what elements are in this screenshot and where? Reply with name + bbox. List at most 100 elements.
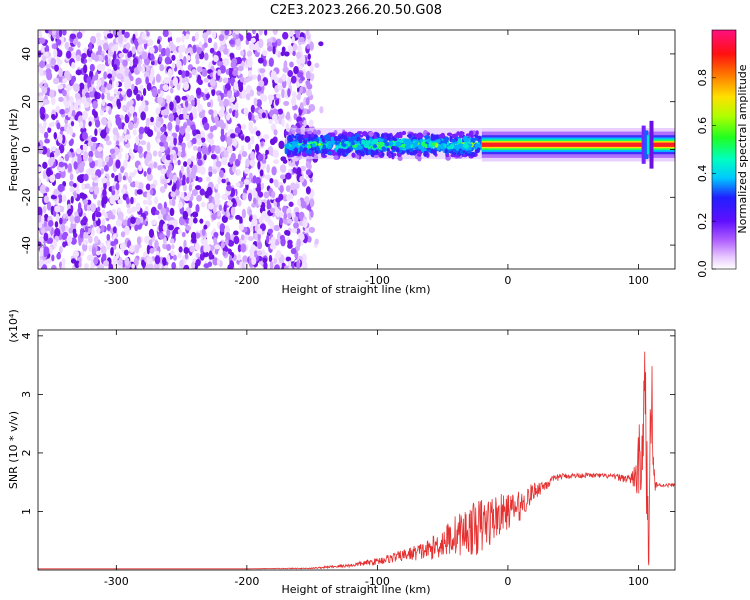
spectrogram-noise-mark [208, 250, 213, 260]
spectrogram-noise-mark [125, 134, 132, 140]
spectrogram-noise-mark [290, 96, 297, 107]
spectrogram-noise-mark [195, 53, 200, 61]
spectrogram-noise-mark [62, 30, 67, 36]
spectrogram-noise-mark [111, 189, 116, 196]
spectrogram-noise-mark [49, 156, 56, 163]
spectrogram-noise-mark [247, 56, 253, 63]
spectrogram-noise-mark [46, 168, 51, 176]
spectrogram-noise-mark [100, 224, 105, 233]
spectrogram-noise-mark [160, 47, 167, 57]
spectrogram-band-mark [395, 147, 400, 153]
spectrogram-noise-mark [111, 45, 116, 53]
spectrogram-noise-mark [213, 42, 218, 51]
spectrogram-noise-mark [258, 80, 265, 87]
spectrogram-noise-mark [95, 32, 102, 39]
spectrogram-noise-mark [217, 211, 221, 217]
spectrogram-y-tick-label: 20 [20, 95, 33, 109]
spectrogram-noise-mark [224, 227, 231, 233]
spectrogram-noise-mark [249, 251, 255, 259]
spectrogram-noise-mark [48, 219, 54, 227]
spectrogram-noise-mark [162, 257, 167, 266]
spectrogram-noise-mark [180, 191, 185, 200]
spectrogram-noise-mark [248, 172, 253, 180]
spectrogram-noise-mark [168, 113, 175, 122]
spectrogram-noise-mark [282, 205, 288, 214]
spectrogram-noise-mark [160, 134, 167, 143]
spectrogram-noise-mark [302, 218, 308, 229]
spectrogram-noise-mark [43, 220, 48, 228]
spectrogram-noise-mark [83, 173, 89, 182]
spectrogram-noise-mark [246, 32, 252, 42]
spectrogram-noise-mark [72, 250, 80, 258]
spectrogram-noise-mark [142, 88, 147, 97]
spectrogram-noise-mark [258, 38, 264, 49]
spectrogram-noise-mark [308, 119, 314, 127]
spectrogram-noise-mark [223, 88, 228, 95]
spectrogram-noise-mark [123, 31, 130, 39]
spectrogram-noise-mark [258, 30, 263, 36]
snr-x-tick-label: 0 [504, 575, 511, 588]
snr-x-axis-label: Height of straight line (km) [281, 583, 430, 596]
spectrogram-noise-mark [214, 198, 221, 206]
spectrogram-noise-mark [140, 111, 146, 121]
spectrogram-band-mark [338, 135, 342, 140]
spectrogram-noise-mark [186, 114, 190, 120]
spectrogram-noise-mark [267, 228, 274, 234]
spectrogram-noise-mark [306, 204, 312, 211]
spectrogram-noise-mark [290, 248, 297, 255]
spectrogram-noise-mark [38, 95, 43, 103]
spectrogram-noise-mark [173, 159, 178, 166]
spectrogram-noise-mark [238, 223, 245, 231]
spectrogram-noise-mark [260, 202, 266, 210]
spectrogram-noise-mark [246, 50, 253, 58]
spectrogram-noise-mark [169, 207, 175, 217]
spectrogram-noise-mark [195, 204, 200, 213]
spectrogram-noise-mark [128, 148, 133, 156]
spectrogram-noise-mark [96, 78, 102, 88]
spectrogram-noise-mark [169, 135, 174, 142]
spectrogram-noise-mark [272, 149, 279, 159]
spectrogram-noise-mark [38, 145, 44, 155]
spectrogram-noise-mark [54, 205, 61, 213]
spectrogram-noise-mark [292, 50, 296, 56]
spectrogram-band-mark [343, 136, 348, 140]
spectrogram-noise-mark [288, 201, 294, 207]
spectrogram-noise-mark [100, 129, 107, 139]
spectrogram-band-mark [439, 144, 445, 150]
spectrogram-noise-mark [214, 247, 219, 255]
spectrogram-noise-mark [117, 199, 123, 205]
spectrogram-noise-mark [132, 129, 137, 136]
spectrogram-noise-mark [318, 41, 324, 47]
spectrogram-noise-mark [207, 37, 213, 44]
spectrogram-noise-mark [195, 252, 200, 259]
spectrogram-band-mark [451, 138, 457, 143]
spectrogram-noise-mark [91, 136, 98, 143]
spectrogram-noise-mark [103, 259, 110, 267]
spectrogram-noise-mark [272, 113, 278, 122]
spectrogram-noise-mark [110, 246, 114, 256]
spectrogram-band-mark [395, 133, 400, 138]
spectrogram-noise-mark [235, 182, 241, 188]
spectrogram-noise-mark [295, 51, 302, 59]
spectrogram-noise-mark [156, 250, 160, 256]
spectrogram-noise-mark [88, 235, 93, 244]
spectrogram-noise-mark [158, 223, 162, 233]
spectrogram-noise-mark [38, 241, 42, 247]
spectrogram-noise-mark [107, 73, 112, 79]
spectrogram-noise-mark [283, 212, 288, 220]
spectrogram-band-mark [422, 143, 428, 148]
spectrogram-x-tick-label: -300 [104, 274, 129, 287]
spectrogram-noise-mark [291, 36, 295, 44]
spectrogram-noise-mark [194, 242, 200, 251]
spectrogram-noise-mark [180, 165, 184, 174]
spectrogram-noise-mark [210, 153, 217, 160]
spectrogram-noise-mark [291, 227, 298, 234]
spectrogram-noise-mark [183, 247, 190, 254]
spectrogram-noise-mark [53, 132, 58, 140]
spectrogram-noise-mark [191, 261, 196, 269]
spectrogram-noise-mark [160, 109, 167, 116]
spectrogram-noise-mark [262, 257, 268, 264]
spectrogram-band-mark [334, 141, 339, 146]
spectrogram-noise-mark [239, 216, 243, 226]
spectrogram-noise-mark [176, 144, 182, 152]
